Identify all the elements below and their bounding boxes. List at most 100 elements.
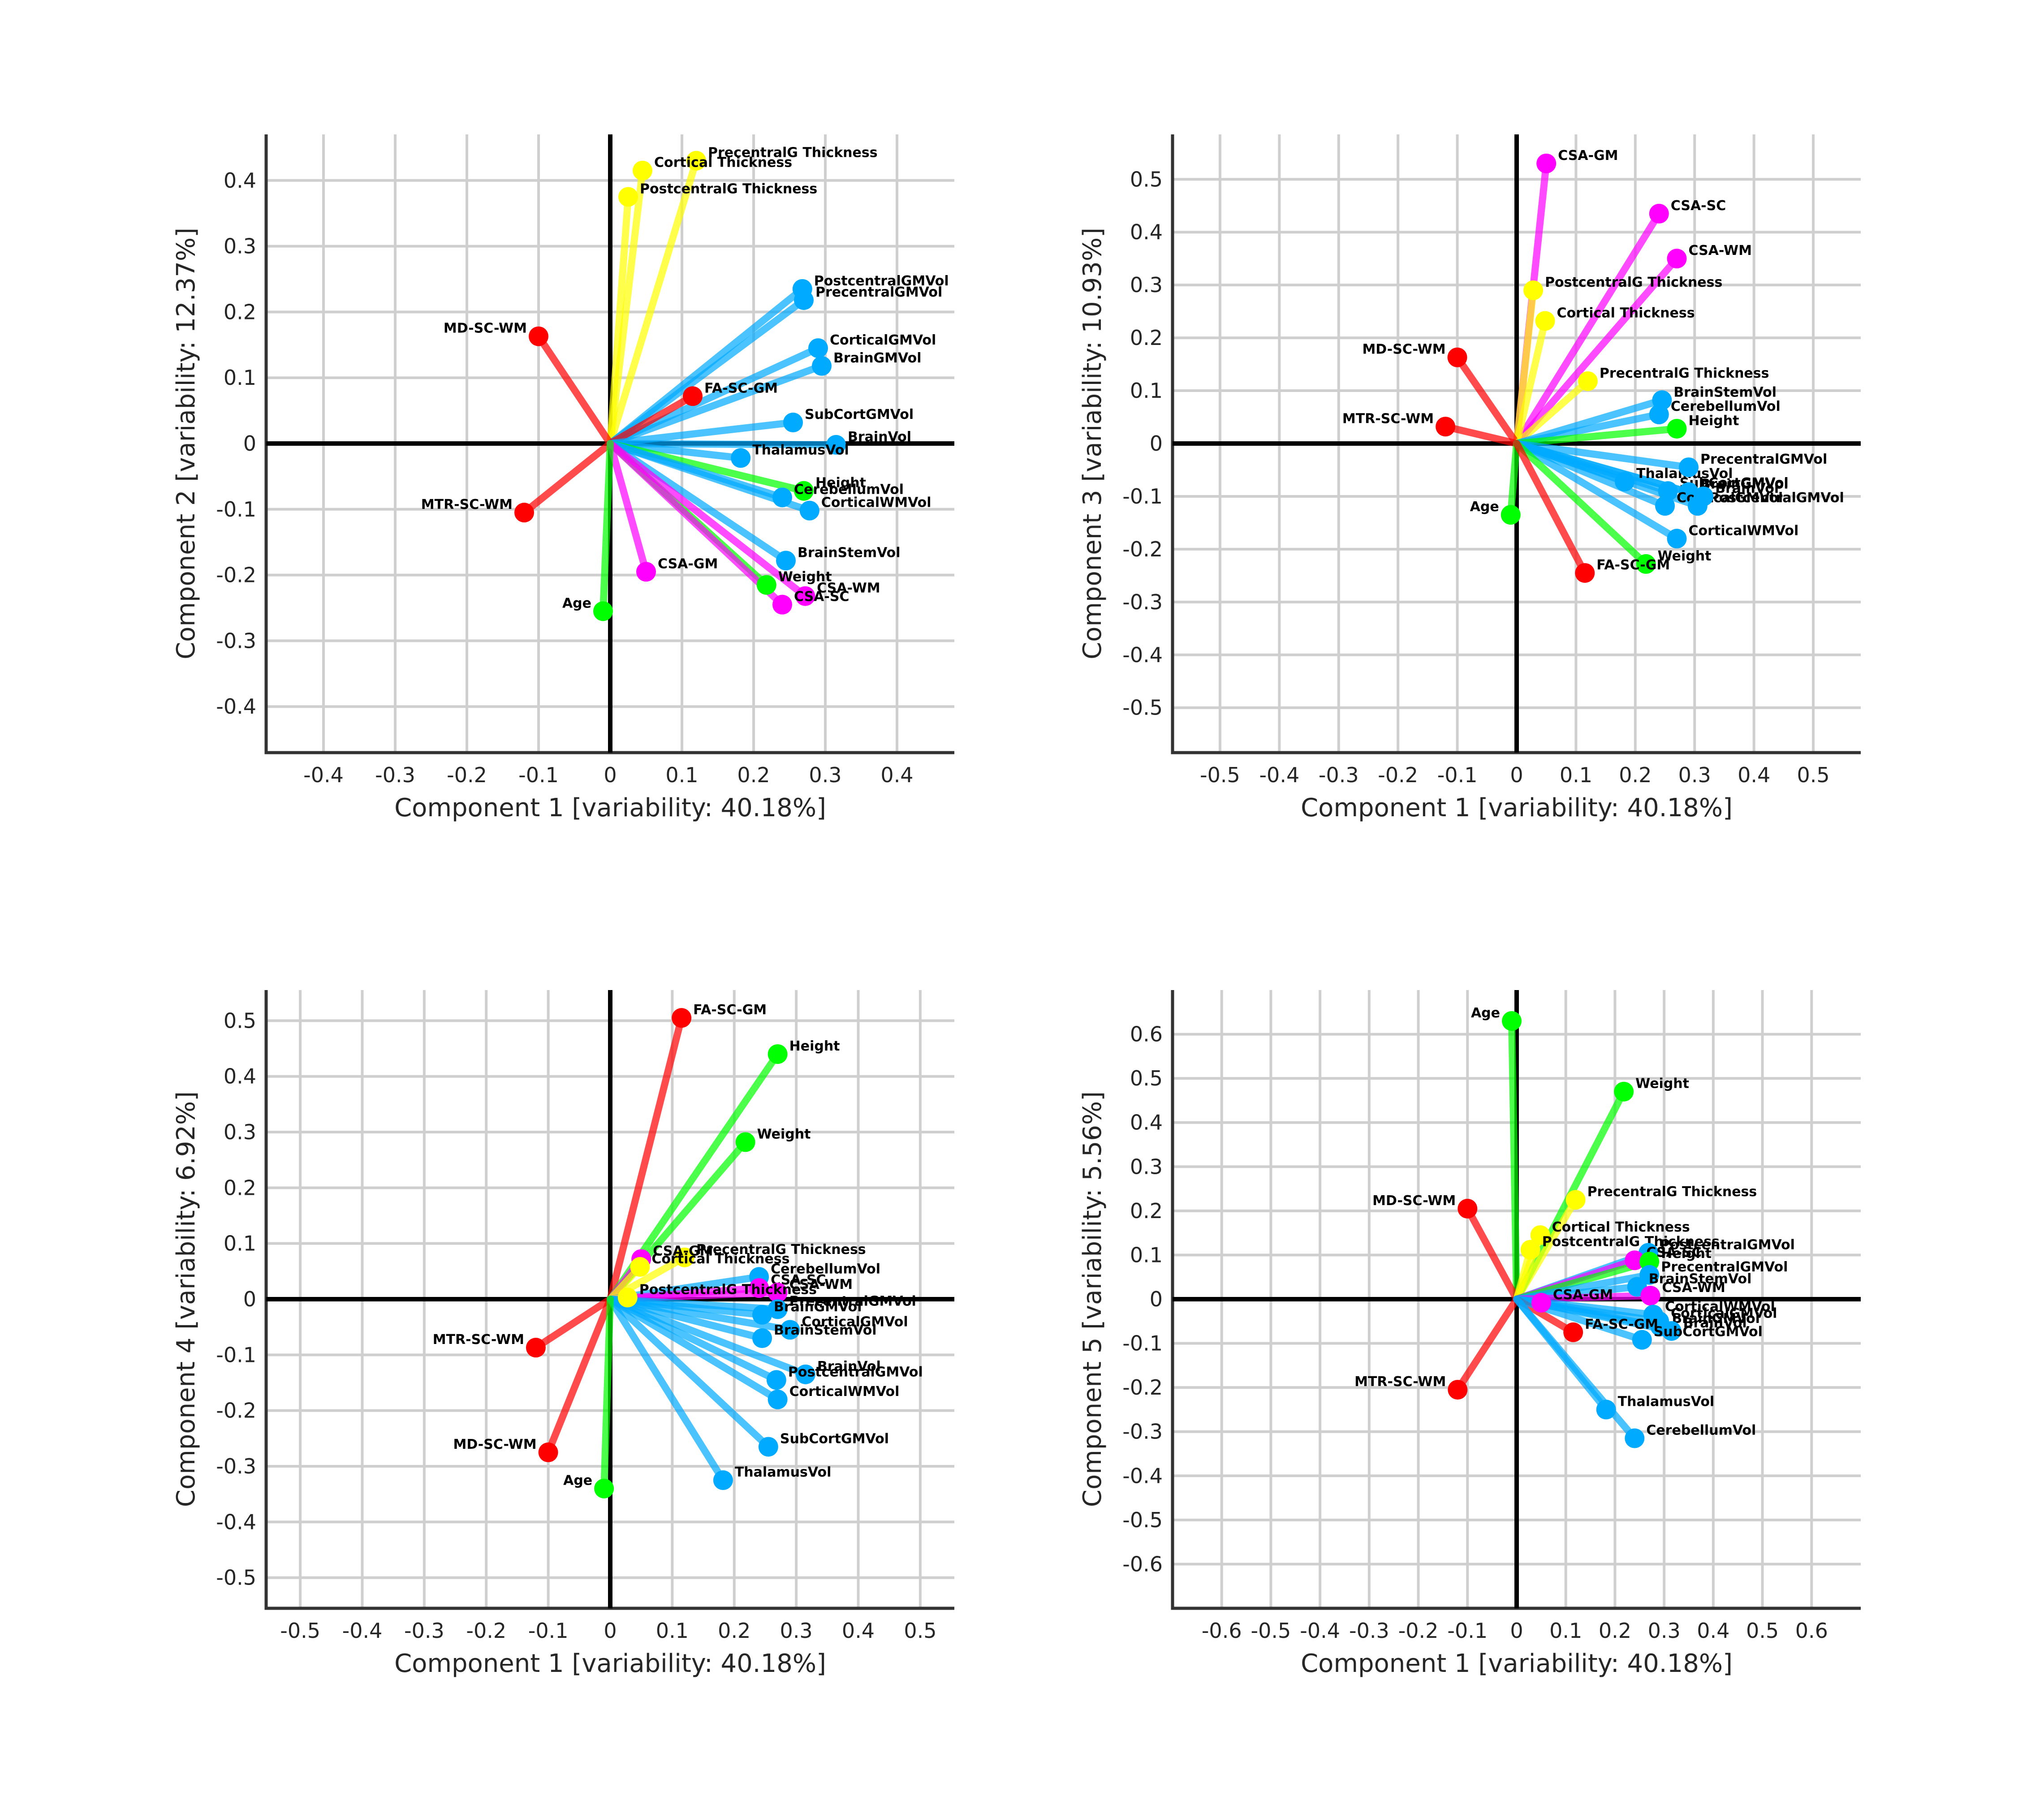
loading-point (772, 487, 792, 508)
point-label: BrainVol (1683, 1315, 1747, 1331)
loading-point (1535, 311, 1555, 331)
point-label: CorticalWMVol (1689, 523, 1799, 538)
loading-vector (1513, 440, 1692, 471)
y-tick-label: -0.5 (216, 1566, 256, 1590)
loading-vector (1442, 423, 1520, 447)
point-label: BrainVol (1715, 481, 1779, 496)
loading-vector (607, 1014, 686, 1303)
x-tick-label: 0 (604, 1619, 617, 1643)
loading-point (780, 1320, 800, 1340)
loading-point (1501, 505, 1521, 525)
y-tick-label: -0.4 (1122, 643, 1163, 667)
y-tick-label: 0.4 (1130, 220, 1163, 244)
y-tick-label: -0.3 (1122, 590, 1163, 614)
point-label: FA-SC-GM (1585, 1317, 1658, 1332)
loading-point (1694, 486, 1714, 506)
point-label: CSA-WM (1689, 243, 1752, 258)
loading-point (1625, 1250, 1645, 1271)
point-label: PrecentralG Thickness (1587, 1184, 1757, 1200)
y-tick-label: 0.3 (224, 1120, 256, 1144)
y-tick-label: 0 (243, 431, 256, 456)
loading-vector (607, 392, 696, 447)
point-label: FA-SC-GM (1596, 557, 1670, 573)
y-tick-label: 0.2 (224, 1176, 256, 1200)
x-tick-label: 0 (1510, 1619, 1523, 1643)
x-tick-label: -0.3 (1319, 763, 1359, 787)
x-tick-label: 0.3 (1648, 1619, 1681, 1643)
loading-vector (1454, 1296, 1520, 1394)
point-label: BrainGMVol (1672, 1311, 1760, 1327)
loading-point (783, 413, 803, 433)
loading-point (768, 1044, 788, 1064)
loading-vector (544, 1296, 614, 1456)
point-label: FA-SC-GM (704, 380, 778, 396)
y-tick-label: 0.5 (1130, 167, 1163, 191)
loading-point (1636, 554, 1656, 574)
y-tick-label: 0.2 (224, 300, 256, 324)
point-label: MTR-SC-WM (1354, 1374, 1446, 1390)
point-label: CSA-WM (817, 581, 880, 596)
loading-point (1531, 1292, 1551, 1313)
y-tick-label: -0.2 (216, 1399, 256, 1423)
x-tick-label: -0.2 (466, 1619, 506, 1643)
loading-vector (607, 296, 807, 447)
loading-point (1448, 1380, 1468, 1400)
loading-point (618, 187, 638, 207)
point-label: BrainVol (848, 429, 911, 445)
loading-vector (607, 362, 825, 447)
point-label: Cortical Thickness (1552, 1219, 1690, 1235)
loading-vector (1513, 255, 1681, 447)
loading-point (1625, 1428, 1645, 1448)
point-label: CorticalGMVol (830, 332, 936, 348)
x-tick-label: 0.4 (1697, 1619, 1729, 1643)
loading-vector (1508, 1017, 1520, 1303)
loading-point (794, 481, 814, 501)
point-label: BrainGMVol (1700, 477, 1789, 492)
axes-frame (264, 990, 954, 1610)
y-tick-label: -0.2 (216, 563, 256, 587)
loading-vector (607, 1296, 772, 1451)
loading-vector (607, 193, 632, 447)
loading-point (1458, 1198, 1478, 1219)
point-label: CerebellumVol (1646, 1423, 1756, 1439)
loading-vector (607, 440, 786, 608)
loading-vector (607, 419, 797, 447)
point-label: BrainVol (817, 1359, 881, 1374)
x-tick-label: -0.4 (1259, 763, 1299, 787)
y-tick-label: -0.3 (216, 1454, 256, 1478)
x-tick-label: -0.3 (404, 1619, 444, 1643)
point-label: ThalamusVol (1618, 1394, 1715, 1409)
loading-point (1563, 1322, 1583, 1342)
loading-point (795, 1364, 815, 1384)
loading-point (1502, 1011, 1522, 1031)
point-label: PostcentralG Thickness (1545, 275, 1722, 290)
loading-point (1655, 496, 1675, 516)
loading-point (1667, 249, 1687, 269)
point-label: SubCortGMVol (805, 407, 914, 422)
x-tick-label: -0.5 (280, 1619, 320, 1643)
x-tick-label: 0.4 (880, 763, 913, 787)
x-tick-label: -0.1 (1437, 763, 1478, 787)
x-axis-label: Component 1 [variability: 40.18%] (394, 1649, 826, 1678)
loading-point (752, 1305, 772, 1325)
x-tick-label: 0.5 (1797, 763, 1829, 787)
y-tick-label: 0.5 (224, 1008, 256, 1033)
loading-point (630, 1257, 650, 1277)
x-axis-label: Component 1 [variability: 40.18%] (394, 793, 826, 823)
point-label: CSA-GM (658, 556, 718, 572)
x-tick-label: 0.1 (1560, 763, 1592, 787)
point-label: PrecentralGMVol (1661, 1259, 1788, 1275)
y-tick-label: 0.1 (1130, 1243, 1163, 1267)
loading-point (735, 1132, 755, 1152)
point-label: Height (789, 1038, 840, 1054)
x-tick-label: 0.1 (656, 1619, 689, 1643)
point-label: PostcentralGMVol (1660, 1237, 1795, 1253)
point-label: PrecentralGMVol (1700, 452, 1827, 467)
loading-vector (607, 157, 700, 447)
x-tick-label: 0.2 (1599, 1619, 1631, 1643)
x-tick-label: -0.3 (1349, 1619, 1389, 1643)
x-tick-label: -0.2 (447, 763, 487, 787)
x-tick-label: 0.3 (1678, 763, 1711, 787)
point-label: FA-SC-GM (693, 1002, 767, 1018)
